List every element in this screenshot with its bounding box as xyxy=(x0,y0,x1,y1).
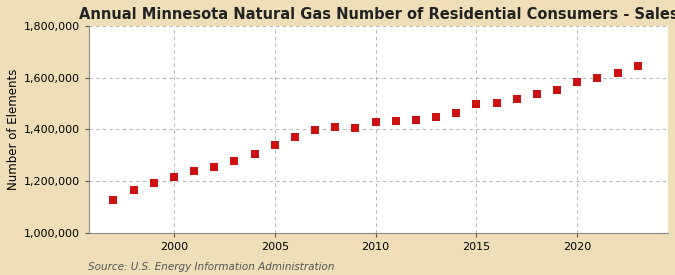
Point xyxy=(512,97,522,101)
Point xyxy=(572,80,583,84)
Point xyxy=(370,120,381,124)
Point xyxy=(108,197,119,202)
Point xyxy=(532,91,543,96)
Point xyxy=(310,128,321,133)
Point xyxy=(632,64,643,69)
Point xyxy=(269,142,280,147)
Title: Annual Minnesota Natural Gas Number of Residential Consumers - Sales: Annual Minnesota Natural Gas Number of R… xyxy=(79,7,675,22)
Point xyxy=(390,119,401,123)
Point xyxy=(551,87,562,92)
Point xyxy=(169,175,180,179)
Point xyxy=(431,115,441,119)
Point xyxy=(290,135,300,139)
Point xyxy=(471,102,482,106)
Point xyxy=(330,125,341,129)
Point xyxy=(189,169,200,174)
Point xyxy=(451,111,462,116)
Y-axis label: Number of Elements: Number of Elements xyxy=(7,68,20,190)
Point xyxy=(491,101,502,105)
Text: Source: U.S. Energy Information Administration: Source: U.S. Energy Information Administ… xyxy=(88,262,334,272)
Point xyxy=(612,71,623,75)
Point xyxy=(592,76,603,81)
Point xyxy=(229,158,240,163)
Point xyxy=(410,117,421,122)
Point xyxy=(128,188,139,192)
Point xyxy=(209,164,219,169)
Point xyxy=(249,152,260,156)
Point xyxy=(350,126,361,131)
Point xyxy=(148,181,159,186)
